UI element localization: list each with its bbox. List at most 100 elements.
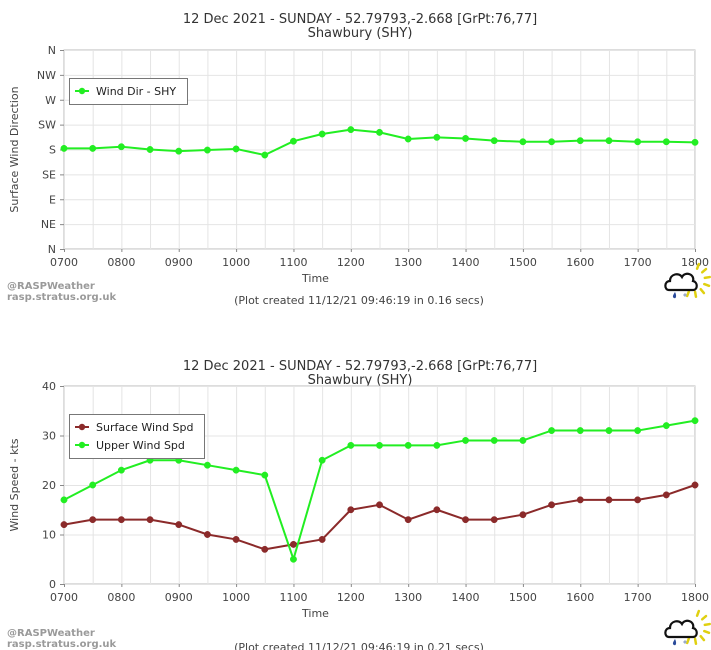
data-point <box>490 137 498 145</box>
legend-box <box>69 414 205 459</box>
y-axis-label: Surface Wind Direction <box>8 86 21 212</box>
legend-swatch-marker <box>78 441 86 449</box>
x-tick-label: 0800 <box>107 256 135 269</box>
x-tick-label: 1100 <box>279 591 307 604</box>
data-point <box>117 466 125 474</box>
data-point <box>318 536 326 543</box>
data-point <box>433 506 441 514</box>
sun-ray <box>693 637 698 645</box>
y-axis-label: Wind Speed - kts <box>8 438 21 531</box>
sun-ray <box>693 290 698 298</box>
brand-name: @RASPWeather <box>7 628 95 639</box>
data-point <box>290 540 297 548</box>
brand-name: @RASPWeather <box>7 281 95 292</box>
x-tick-label: 1100 <box>279 256 307 269</box>
data-point <box>203 461 211 469</box>
data-point <box>662 138 670 146</box>
y-tick-label: SE <box>42 168 56 181</box>
data-point <box>576 496 584 504</box>
data-point <box>89 144 97 152</box>
data-point <box>634 138 642 146</box>
data-point <box>490 516 498 524</box>
sun-ray <box>699 287 706 295</box>
plot-footer: (Plot created 11/12/21 09:46:19 in 0.21 … <box>234 641 484 650</box>
y-tick-label: 0 <box>49 578 56 591</box>
x-tick-label: 1300 <box>394 591 422 604</box>
data-point <box>261 151 269 159</box>
data-point <box>290 555 297 563</box>
data-point <box>519 437 527 444</box>
data-point <box>60 521 68 529</box>
data-point <box>462 516 469 524</box>
y-tick-label: 30 <box>42 430 56 443</box>
data-point <box>318 456 326 464</box>
data-point <box>146 146 154 153</box>
data-point <box>462 437 469 444</box>
legend-entry: Wind Dir - SHY <box>96 85 176 98</box>
series-0 <box>60 481 699 553</box>
data-point <box>175 147 183 155</box>
rasp-logo-icon <box>664 609 711 646</box>
chart-title: 12 Dec 2021 - SUNDAY - 52.79793,-2.668 [… <box>183 359 537 374</box>
x-tick-label: 1000 <box>222 591 250 604</box>
x-tick-label: 1500 <box>509 591 537 604</box>
sun-ray <box>695 262 701 270</box>
data-point <box>232 466 240 474</box>
data-point <box>232 145 240 153</box>
y-tick-label: S <box>49 144 56 157</box>
series-1 <box>60 417 699 563</box>
data-point <box>146 516 154 524</box>
data-point <box>290 137 297 145</box>
sun-ray <box>685 290 691 298</box>
x-tick-label: 1000 <box>222 256 250 269</box>
chart-panel-0: 12 Dec 2021 - SUNDAY - 52.79793,-2.668 [… <box>7 12 711 307</box>
chart-title: 12 Dec 2021 - SUNDAY - 52.79793,-2.668 [… <box>183 12 537 27</box>
legend-box <box>69 78 188 105</box>
x-tick-label: 1300 <box>394 256 422 269</box>
x-tick-label: 1700 <box>624 591 652 604</box>
legend-swatch-marker <box>78 87 86 95</box>
data-point <box>203 531 211 538</box>
y-tick-label: W <box>45 94 56 107</box>
y-tick-label: NW <box>37 69 56 82</box>
data-point <box>404 135 412 143</box>
data-point <box>60 144 68 152</box>
x-tick-label: 1200 <box>337 256 365 269</box>
data-point <box>691 138 699 146</box>
data-point <box>261 471 269 479</box>
y-tick-label: E <box>49 193 56 206</box>
x-tick-label: 0800 <box>107 591 135 604</box>
y-tick-label: 40 <box>42 380 56 393</box>
data-point <box>347 126 355 134</box>
legend-entry: Upper Wind Spd <box>96 439 185 452</box>
x-tick-label: 1600 <box>566 591 594 604</box>
series-0 <box>60 126 699 159</box>
x-tick-label: 1400 <box>452 591 480 604</box>
data-point <box>462 134 469 142</box>
data-point <box>433 441 441 449</box>
x-axis-label: Time <box>301 272 329 285</box>
plot-footer: (Plot created 11/12/21 09:46:19 in 0.16 … <box>234 294 484 307</box>
data-point <box>519 511 527 519</box>
data-point <box>576 137 584 145</box>
data-point <box>261 545 269 553</box>
data-point <box>404 516 412 524</box>
y-tick-label: N <box>48 44 56 57</box>
legend-swatch-marker <box>78 423 86 431</box>
data-point <box>89 516 97 524</box>
data-point <box>634 427 642 434</box>
cloud-shape <box>664 619 698 639</box>
legend: Surface Wind Spd Upper Wind Spd <box>69 414 205 459</box>
chart-subtitle: Shawbury (SHY) <box>308 373 413 388</box>
data-point <box>376 128 383 136</box>
sun-ray <box>700 614 708 621</box>
x-tick-label: 0900 <box>165 256 193 269</box>
sun-ray <box>695 609 701 617</box>
data-point <box>404 441 412 449</box>
data-point <box>605 496 613 504</box>
data-point <box>117 516 125 524</box>
data-point <box>490 437 498 444</box>
brand-url: rasp.stratus.org.uk <box>7 639 117 650</box>
y-tick-label: 10 <box>42 529 56 542</box>
data-point <box>347 441 355 449</box>
